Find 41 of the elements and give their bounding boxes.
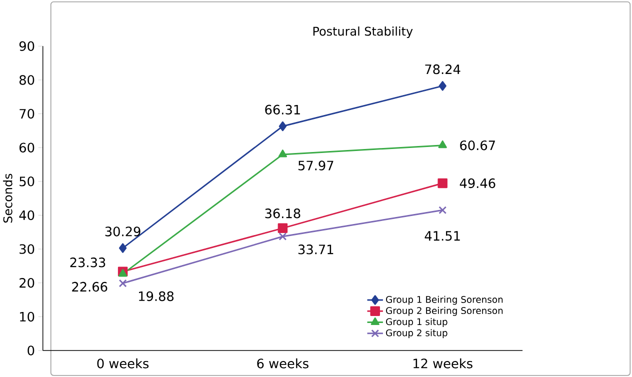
data-label: 41.51 <box>424 231 460 241</box>
y-axis-title: Seconds <box>3 174 12 222</box>
data-label: 30.29 <box>105 226 140 236</box>
y-tick-label: 60 <box>20 142 34 152</box>
data-label: 22.66 <box>72 282 108 292</box>
legend-label: Group 1 situp <box>386 318 448 327</box>
chart-title: Postural Stability <box>313 26 413 38</box>
point <box>438 206 447 214</box>
data-label: 19.88 <box>139 291 174 301</box>
legend-label: Group 2 situp <box>386 329 448 338</box>
point <box>118 279 127 288</box>
x-tick-label: 12 weeks <box>414 358 472 368</box>
y-tick-label: 70 <box>20 108 34 119</box>
data-label: 60.67 <box>460 140 495 150</box>
data-label: 57.97 <box>298 160 334 170</box>
y-tick-label: 40 <box>19 210 34 220</box>
point <box>278 149 288 158</box>
point <box>278 232 287 240</box>
data-label: 33.71 <box>298 244 334 254</box>
point <box>278 223 288 233</box>
y-tick-label: 0 <box>28 346 34 356</box>
data-label: 23.33 <box>70 257 106 268</box>
y-tick-label: 30 <box>20 244 34 254</box>
x-tick-label: 0 weeks <box>97 358 149 368</box>
y-tick-label: 80 <box>20 74 34 85</box>
point <box>438 178 448 188</box>
x-tick-label: 6 weeks <box>257 358 308 368</box>
point <box>278 121 287 131</box>
point <box>438 80 446 91</box>
y-tick-label: 10 <box>20 312 34 322</box>
y-tick-label: 20 <box>20 278 34 288</box>
legend-label: Group 2 Beiring Sorenson <box>386 306 503 316</box>
y-tick-label: 90 <box>19 41 34 51</box>
data-label: 66.31 <box>265 104 300 114</box>
data-label: 49.46 <box>460 178 496 188</box>
data-label: 36.18 <box>265 208 300 218</box>
point <box>438 140 447 148</box>
y-tick-label: 50 <box>20 176 34 186</box>
point <box>118 243 127 253</box>
data-label: 78.24 <box>425 64 460 74</box>
legend-label: Group 1 Beiring Sorenson <box>386 296 503 305</box>
